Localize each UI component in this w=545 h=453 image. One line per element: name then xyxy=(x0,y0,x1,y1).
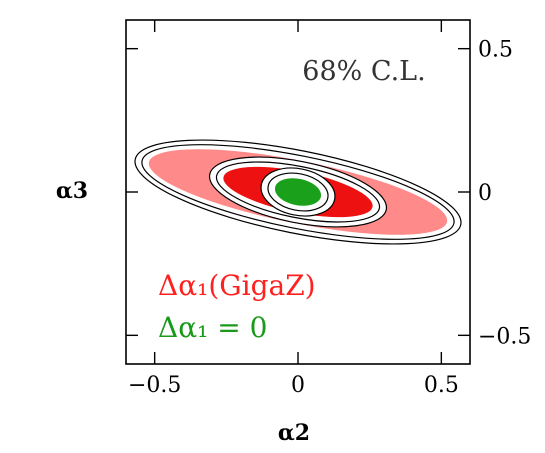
contour-regions xyxy=(134,139,462,245)
confidence-annotation: 68% C.L. xyxy=(302,56,425,87)
x-tick-label-2: 0.5 xyxy=(424,373,459,398)
y-tick-label-1: 0 xyxy=(478,181,492,206)
confidence-region-2 xyxy=(260,167,336,217)
region-fill-2 xyxy=(274,178,322,206)
axis-ticks: −0.5 0 0.5 0.5 0 −0.5 xyxy=(126,20,531,398)
x-tick-label-0: −0.5 xyxy=(128,373,181,398)
x-axis-label: α2 xyxy=(278,420,310,446)
y-tick-label-0: 0.5 xyxy=(478,38,513,63)
legend-gigaz: Δα₁(GigaZ) xyxy=(158,269,316,302)
x-tick-label-1: 0 xyxy=(291,373,305,398)
legend-zero: Δα₁ = 0 xyxy=(158,311,267,344)
y-axis-label: α3 xyxy=(56,178,88,204)
y-tick-label-2: −0.5 xyxy=(478,324,531,349)
